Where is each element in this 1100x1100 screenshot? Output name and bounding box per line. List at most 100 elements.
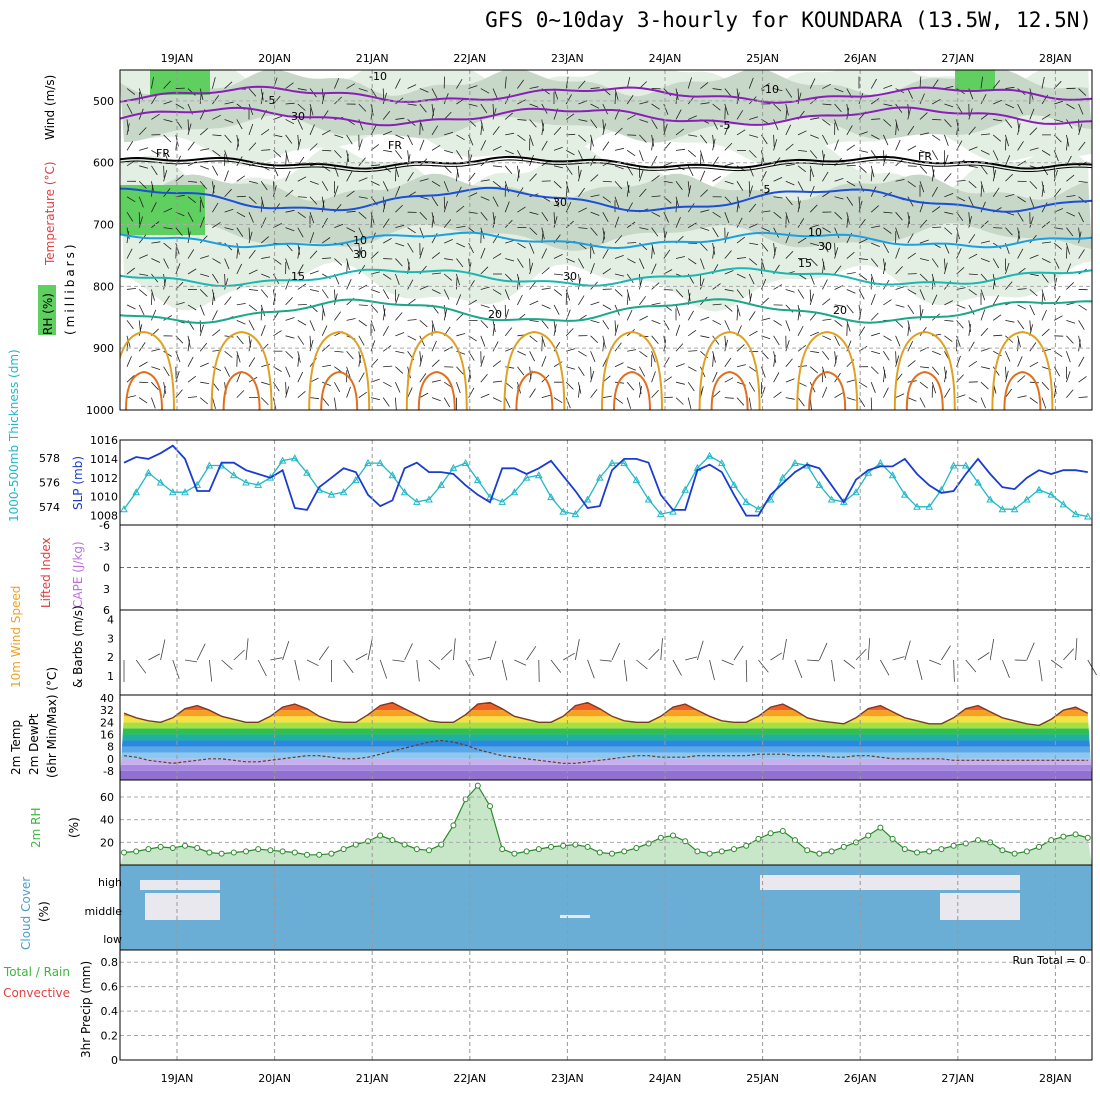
wind-barb — [187, 141, 195, 151]
slp-label: SLP (mb) — [71, 456, 85, 510]
wind10-barb — [745, 659, 748, 683]
wind-barb — [675, 200, 678, 213]
wind-barb — [419, 351, 422, 364]
wind-barb — [871, 350, 881, 355]
wind-barb — [505, 366, 515, 369]
rh2-marker — [767, 830, 774, 837]
wind-barb — [297, 138, 301, 151]
cloud-unit-label: (%) — [37, 901, 51, 922]
isotherm-label: -10 — [369, 70, 387, 83]
wind-barb — [383, 149, 393, 153]
wind10-barb — [1063, 648, 1074, 661]
wind-barb — [675, 381, 685, 385]
wind-barb — [931, 382, 937, 394]
wind-barb — [651, 302, 661, 306]
wind-barb — [1017, 103, 1023, 115]
wind-barb — [687, 150, 697, 158]
wind-barb — [797, 365, 808, 368]
wind-barb — [236, 335, 244, 345]
wind-barb — [1066, 246, 1068, 259]
wind-barb — [248, 339, 252, 352]
wind-barb — [322, 257, 332, 259]
wind-barb — [1066, 282, 1074, 290]
wind-barb — [590, 263, 595, 275]
isotherm-label: -10 — [761, 83, 779, 96]
date-axis-bottom: 19JAN 20JAN 21JAN 22JAN 23JAN 24JAN 25JAN 26JAN… — [161, 1072, 1072, 1085]
rh2-marker — [121, 849, 127, 856]
thickness-marker — [925, 502, 934, 510]
isotherm-label: 20 — [833, 304, 847, 317]
wind-barb — [773, 88, 783, 92]
wind-barb — [809, 293, 814, 306]
cloud-cover-label: Cloud Cover — [19, 877, 33, 950]
wind-barb — [846, 304, 854, 314]
wind-barb — [626, 310, 633, 321]
wind-barb — [919, 93, 925, 105]
wind-barb — [297, 227, 304, 238]
wind-barb — [553, 165, 563, 169]
wind10-barb — [562, 652, 575, 661]
wind-barb — [773, 354, 776, 367]
wind-barb — [224, 227, 234, 231]
cape-contour — [308, 330, 371, 410]
wind-barb — [212, 150, 221, 157]
wind10-barb — [794, 659, 803, 679]
wind-barb — [505, 132, 515, 136]
dewpt2-label: 2m DewPt — [27, 713, 41, 775]
wind-barb — [907, 88, 913, 99]
axis-ticks: 5006007008009001000100810101012101410165… — [39, 95, 118, 1067]
wind-barb — [175, 351, 181, 363]
wind-barb — [846, 196, 854, 206]
wind-barb — [931, 150, 939, 161]
wind-barb — [968, 304, 975, 315]
wind10m-panel — [123, 638, 1097, 683]
wind-barb — [444, 239, 453, 244]
wind-barb — [383, 365, 393, 368]
date-bottom-label: 27JAN — [941, 1072, 974, 1085]
wind-barb — [541, 140, 548, 151]
wind-barb — [919, 165, 928, 174]
wind-barb — [578, 295, 585, 306]
thickness-marker — [681, 485, 690, 493]
wind-barb — [358, 243, 361, 256]
wind-barb — [431, 289, 441, 294]
wind-barb — [1078, 123, 1083, 136]
wind-barb — [712, 303, 722, 306]
wind-barb — [126, 103, 133, 114]
thickness-marker — [961, 461, 970, 469]
wind-barb — [248, 196, 257, 204]
wind-barb — [687, 381, 695, 392]
wind-barb — [1005, 173, 1013, 182]
wind-barb — [443, 181, 449, 193]
cape-contour-inner — [320, 370, 359, 410]
wind-barb — [443, 219, 452, 228]
date-top-label: 24JAN — [649, 52, 682, 65]
wind-barb — [992, 258, 1000, 269]
wind-barb — [200, 255, 210, 259]
wind10-barb — [453, 638, 456, 661]
wind-barb — [358, 139, 363, 151]
isotherm — [120, 267, 1092, 288]
wind-barb — [809, 204, 818, 213]
wind-barb — [175, 370, 180, 383]
temp2-tick: 8 — [107, 741, 114, 754]
wind-barb — [639, 385, 642, 398]
wind-barb — [1053, 242, 1063, 250]
wind10-barb — [989, 638, 995, 661]
wind-barb — [651, 319, 661, 325]
wind-barb — [187, 304, 197, 311]
wind-barb — [1066, 138, 1069, 151]
thickness-marker — [339, 488, 348, 496]
thickness-marker — [510, 488, 519, 496]
wind10-barb — [855, 648, 867, 661]
wind-barb — [199, 342, 208, 352]
wind-barb — [126, 267, 136, 275]
wind10-panel-labels: 10m Wind Speed & Barbs (m/s) — [9, 586, 85, 688]
wind-barb — [639, 278, 643, 290]
wind-barb — [797, 92, 802, 105]
wind-barb — [126, 231, 129, 244]
wind-barb — [1066, 119, 1073, 129]
wind-barb — [968, 126, 976, 136]
rh2-marker — [621, 848, 628, 855]
wind-barb — [736, 129, 746, 136]
